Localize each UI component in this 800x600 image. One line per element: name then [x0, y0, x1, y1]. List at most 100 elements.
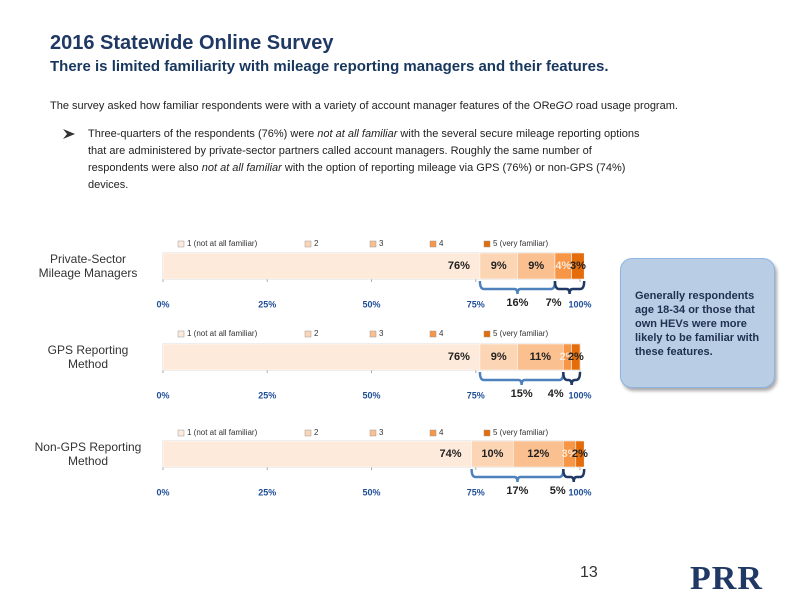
- bar-segment: [479, 343, 518, 371]
- logo: PRR: [690, 560, 763, 597]
- legend-label: 1 (not at all familiar): [187, 239, 258, 248]
- value-label: 9%: [491, 260, 507, 272]
- value-label: 9%: [491, 351, 507, 363]
- legend-label: 2: [314, 239, 319, 248]
- bar-segment: [571, 343, 581, 371]
- value-label: 11%: [530, 351, 552, 363]
- brace: [478, 280, 557, 295]
- bar-segment: [162, 343, 481, 371]
- brace: [470, 468, 565, 483]
- brace-label: 7%: [546, 297, 562, 309]
- value-label: 76%: [448, 260, 470, 272]
- x-tick-label: 25%: [258, 299, 276, 309]
- bar-segment: [575, 440, 585, 468]
- x-tick-label: 0%: [156, 299, 169, 309]
- legend-label: 3: [379, 239, 384, 248]
- page-number: 13: [580, 564, 598, 581]
- bar-segment: [571, 252, 585, 280]
- bar-segment: [517, 343, 564, 371]
- legend-label: 4: [439, 329, 444, 338]
- intro: The survey asked how familiar respondent…: [50, 100, 750, 112]
- value-label: 76%: [448, 351, 470, 363]
- legend-swatch: [177, 240, 185, 248]
- legend-label: 5 (very familiar): [493, 239, 548, 248]
- x-tick-label: 100%: [568, 299, 591, 309]
- subtitle: There is limited familiarity with mileag…: [50, 58, 609, 75]
- value-label: 4%: [555, 260, 571, 272]
- value-label: 74%: [440, 448, 462, 460]
- value-label: 9%: [528, 260, 544, 272]
- bar-segment: [513, 440, 564, 468]
- bullet: Three-quarters of the respondents (76%) …: [88, 126, 648, 194]
- row-label: Non-GPS Reporting Method: [34, 440, 142, 468]
- x-tick-label: 75%: [467, 487, 485, 497]
- text: The survey asked how familiar respondent…: [50, 100, 556, 112]
- legend-swatch: [429, 330, 437, 338]
- legend-swatch: [429, 240, 437, 248]
- x-tick-label: 25%: [258, 390, 276, 400]
- legend-swatch: [369, 240, 377, 248]
- brace-label: 15%: [511, 388, 533, 400]
- text: with the several secure mileage reportin…: [88, 128, 640, 174]
- x-tick-label: 50%: [362, 390, 380, 400]
- x-tick-label: 50%: [362, 487, 380, 497]
- brace-label: 5%: [550, 485, 566, 497]
- row-label: Private-Sector Mileage Managers: [38, 252, 138, 280]
- brace-label: 17%: [506, 485, 528, 497]
- bar-segment: [479, 252, 518, 280]
- legend-swatch: [304, 429, 312, 437]
- text: not at all familiar: [317, 128, 398, 140]
- x-tick-label: 0%: [156, 390, 169, 400]
- legend-label: 5 (very familiar): [493, 428, 548, 437]
- legend-swatch: [369, 429, 377, 437]
- brace-label: 4%: [548, 388, 564, 400]
- legend-swatch: [304, 240, 312, 248]
- legend-label: 4: [439, 428, 444, 437]
- bar-segment: [471, 440, 514, 468]
- text: not at all familiar: [201, 162, 282, 174]
- legend-label: 3: [379, 428, 384, 437]
- legend-label: 3: [379, 329, 384, 338]
- text: GO: [555, 100, 573, 112]
- value-label: 3%: [570, 260, 586, 272]
- value-label: 3%: [562, 448, 578, 460]
- x-tick-label: 0%: [156, 487, 169, 497]
- legend-swatch: [177, 330, 185, 338]
- legend-swatch: [177, 429, 185, 437]
- legend-label: 4: [439, 239, 444, 248]
- legend-swatch: [304, 330, 312, 338]
- bullet-icon: [63, 129, 75, 139]
- callout: Generally respondents age 18-34 or those…: [620, 258, 775, 388]
- text: with the option of reporting mileage via…: [88, 162, 626, 191]
- text: Three-quarters of the respondents (76%) …: [88, 128, 318, 140]
- brace: [562, 468, 586, 483]
- x-tick-label: 25%: [258, 487, 276, 497]
- bar-segment: [162, 440, 472, 468]
- legend-swatch: [483, 330, 491, 338]
- x-tick-label: 100%: [568, 390, 591, 400]
- legend-swatch: [483, 240, 491, 248]
- row-label: GPS Reporting Method: [47, 343, 129, 371]
- legend-swatch: [483, 429, 491, 437]
- value-label: 2%: [568, 351, 584, 363]
- brace: [478, 371, 565, 386]
- legend-swatch: [369, 330, 377, 338]
- brace-label: 16%: [506, 297, 528, 309]
- text: road usage program.: [572, 100, 678, 112]
- legend-swatch: [429, 429, 437, 437]
- x-tick-label: 100%: [568, 487, 591, 497]
- legend-label: 2: [314, 428, 319, 437]
- legend-label: 2: [314, 329, 319, 338]
- legend-label: 1 (not at all familiar): [187, 329, 258, 338]
- x-tick-label: 50%: [362, 299, 380, 309]
- bar-segment: [162, 252, 481, 280]
- value-label: 12%: [527, 448, 549, 460]
- x-tick-label: 75%: [467, 299, 485, 309]
- brace: [553, 280, 586, 295]
- title: 2016 Statewide Online Survey: [50, 32, 334, 54]
- brace: [562, 371, 582, 386]
- value-label: 2%: [572, 448, 588, 460]
- value-label: 10%: [481, 448, 503, 460]
